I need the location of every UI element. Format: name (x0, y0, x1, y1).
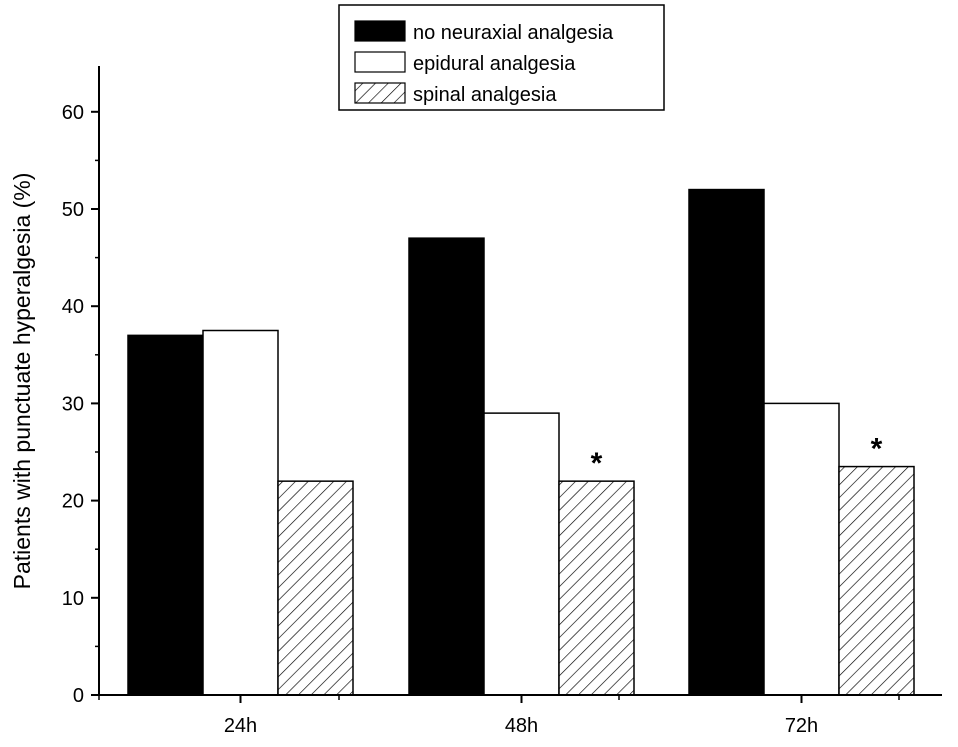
bar-no-neuraxial-analgesia-24h (127, 334, 204, 696)
x-axis-ticks: 24h 48h 72h (98, 695, 900, 737)
y-tick-label: 50 (62, 199, 84, 221)
bar-spinal-analgesia-24h (277, 480, 354, 696)
legend-swatch-spinal (354, 82, 406, 104)
bars-group (127, 188, 915, 696)
x-tick-label-48h: 48h (505, 715, 538, 737)
y-axis-title: Patients with punctuate hyperalgesia (%) (9, 173, 35, 590)
legend: no neuraxial analgesia epidural analgesi… (338, 4, 665, 111)
x-tick-label-72h: 72h (785, 715, 818, 737)
y-tick-label: 30 (62, 393, 84, 415)
annotations-group: * * (591, 433, 883, 481)
legend-swatch-no-neuraxial (354, 20, 406, 42)
y-axis-ticks: 0 10 20 30 40 50 60 (62, 102, 99, 707)
significance-asterisk: * (591, 447, 603, 480)
y-tick-label: 40 (62, 296, 84, 318)
bar-epidural-analgesia-48h (483, 412, 560, 696)
legend-label-epidural: epidural analgesia (413, 53, 576, 75)
legend-label-no-neuraxial: no neuraxial analgesia (413, 22, 614, 44)
bar-no-neuraxial-analgesia-48h (408, 237, 485, 696)
y-tick-label: 10 (62, 588, 84, 610)
legend-label-spinal: spinal analgesia (413, 84, 557, 106)
y-tick-label: 60 (62, 102, 84, 124)
y-tick-label: 20 (62, 491, 84, 513)
bar-epidural-analgesia-72h (763, 402, 840, 696)
bar-spinal-analgesia-72h (838, 465, 915, 696)
y-tick-label: 0 (73, 685, 84, 707)
legend-swatch-epidural (354, 51, 406, 73)
significance-asterisk: * (871, 433, 883, 466)
bar-spinal-analgesia-48h (558, 480, 635, 696)
bar-epidural-analgesia-24h (202, 329, 279, 696)
x-tick-label-24h: 24h (224, 715, 257, 737)
bar-no-neuraxial-analgesia-72h (688, 188, 765, 696)
